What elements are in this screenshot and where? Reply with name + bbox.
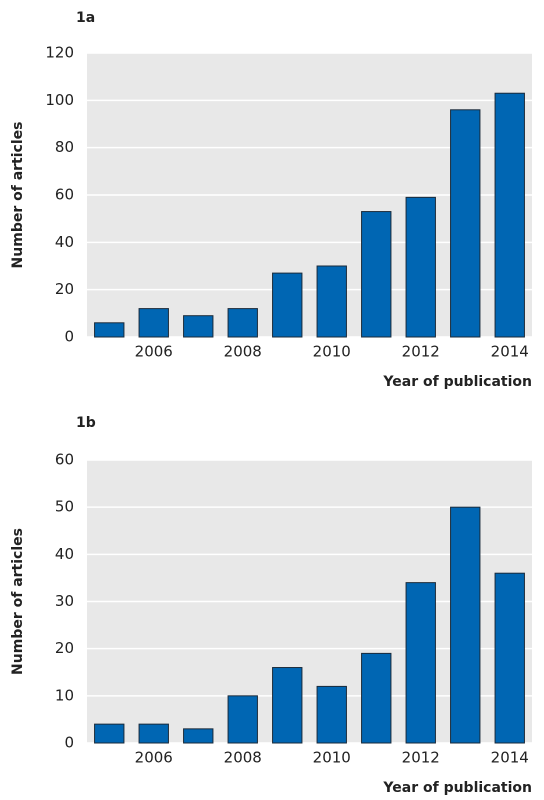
x-tick-label: 2014 [491, 343, 529, 361]
bar [138, 723, 169, 744]
bar [227, 695, 258, 744]
bar [94, 723, 125, 744]
y-axis-label: Number of articles [10, 528, 26, 675]
y-tick-label: 20 [55, 639, 74, 657]
bar [316, 265, 347, 338]
x-tick-label: 2012 [402, 343, 440, 361]
bar [272, 667, 303, 744]
y-tick-label: 50 [55, 498, 74, 516]
bar [450, 506, 481, 744]
y-tick-label: 60 [55, 186, 74, 204]
bar [183, 728, 214, 744]
y-axis-label: Number of articles [10, 122, 26, 269]
y-tick-label: 40 [55, 233, 74, 251]
x-axis-label: Year of publication [382, 780, 532, 796]
bar [316, 685, 347, 744]
bar [361, 652, 392, 744]
x-tick-label: 2006 [135, 343, 173, 361]
bar [494, 572, 525, 744]
y-tick-label: 60 [55, 451, 74, 469]
chart-title: 1b [76, 415, 96, 431]
x-tick-label: 2008 [224, 749, 262, 767]
bar [94, 322, 125, 338]
x-tick-label: 2010 [313, 343, 351, 361]
y-tick-label: 80 [55, 138, 74, 156]
bar [405, 196, 436, 338]
bar [361, 211, 392, 338]
y-tick-label: 0 [64, 328, 74, 346]
bar [405, 582, 436, 744]
chart-title: 1a [76, 10, 95, 26]
y-tick-label: 20 [55, 280, 74, 298]
bar [272, 272, 303, 338]
y-tick-label: 40 [55, 545, 74, 563]
x-tick-label: 2010 [313, 749, 351, 767]
x-tick-label: 2008 [224, 343, 262, 361]
bar [183, 315, 214, 338]
bar [138, 308, 169, 338]
bar [450, 109, 481, 338]
y-tick-label: 100 [45, 91, 74, 109]
bar [227, 308, 258, 338]
y-tick-label: 10 [55, 686, 74, 704]
y-tick-label: 30 [55, 592, 74, 610]
x-tick-label: 2014 [491, 749, 529, 767]
bar [494, 92, 525, 338]
y-tick-label: 120 [45, 44, 74, 62]
x-tick-label: 2006 [135, 749, 173, 767]
y-tick-label: 0 [64, 734, 74, 752]
x-tick-label: 2012 [402, 749, 440, 767]
x-axis-label: Year of publication [382, 374, 532, 390]
